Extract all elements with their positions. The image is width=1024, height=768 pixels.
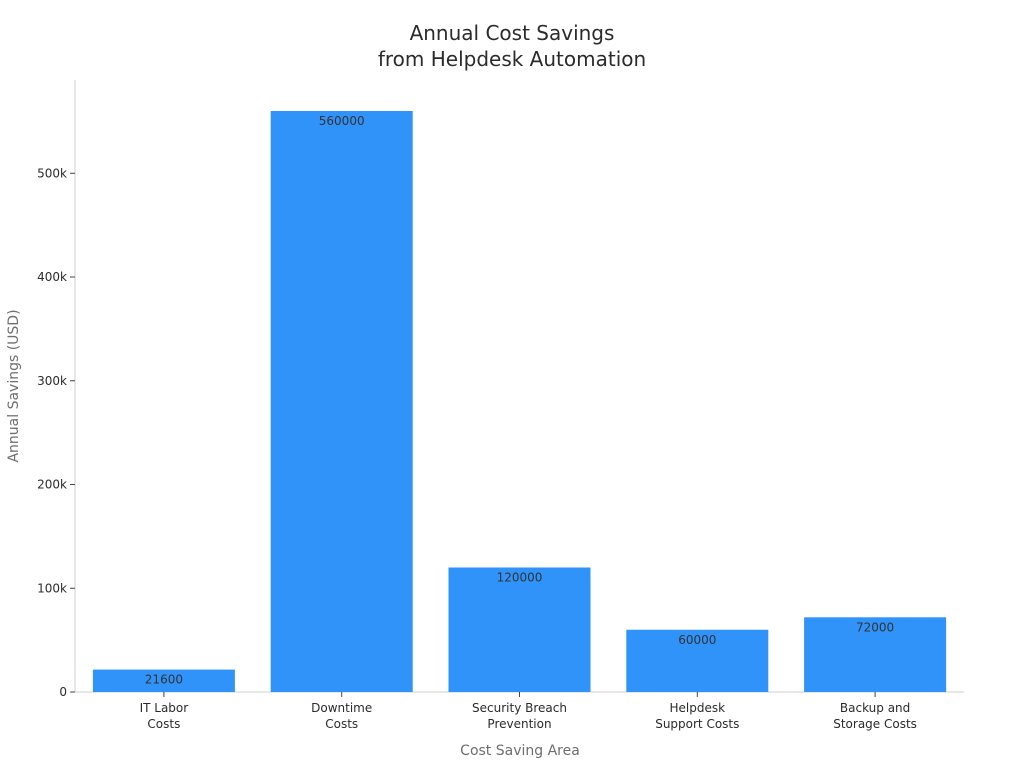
bar bbox=[804, 617, 947, 692]
y-tick-label: 300k bbox=[37, 374, 67, 388]
y-tick-label: 500k bbox=[37, 166, 67, 180]
x-tick-label: Security Breach bbox=[472, 701, 567, 715]
bar-value-label: 72000 bbox=[856, 620, 894, 634]
bar bbox=[626, 629, 769, 692]
bar bbox=[270, 111, 413, 692]
bar-value-label: 60000 bbox=[678, 633, 716, 647]
data-labels: 21600 560000 120000 60000 72000 bbox=[145, 114, 894, 687]
x-tick-label: Storage Costs bbox=[833, 717, 917, 731]
y-axis-title: Annual Savings (USD) bbox=[6, 309, 22, 462]
x-tick-label: IT Labor bbox=[140, 701, 189, 715]
x-tick-label: Backup and bbox=[840, 701, 910, 715]
bar-value-label: 560000 bbox=[319, 114, 365, 128]
x-tick-label: Costs bbox=[147, 717, 180, 731]
chart-title: Annual Cost Savings from Helpdesk Automa… bbox=[378, 21, 646, 71]
x-tick-label: Helpdesk bbox=[670, 701, 726, 715]
x-tick-label: Support Costs bbox=[655, 717, 739, 731]
bar-value-label: 120000 bbox=[497, 571, 543, 585]
y-tick-label: 200k bbox=[37, 478, 67, 492]
y-tick-label: 0 bbox=[59, 685, 67, 699]
y-tick-label: 400k bbox=[37, 270, 67, 284]
x-tick-label: Costs bbox=[325, 717, 358, 731]
chart-title-line-1: Annual Cost Savings bbox=[410, 21, 615, 45]
category-labels: IT Labor Costs Downtime Costs Security Breac… bbox=[140, 692, 917, 731]
bar bbox=[448, 567, 591, 692]
x-tick-label: Prevention bbox=[487, 717, 551, 731]
y-tick-label: 100k bbox=[37, 581, 67, 595]
x-tick-label: Downtime bbox=[311, 701, 372, 715]
y-ticks: 0 100k 200k 300k 400k 500k bbox=[37, 166, 75, 699]
bars bbox=[92, 111, 947, 692]
x-axis-title: Cost Saving Area bbox=[460, 743, 580, 759]
chart-title-line-2: from Helpdesk Automation bbox=[378, 47, 646, 71]
bar bbox=[92, 669, 235, 692]
bar-value-label: 21600 bbox=[145, 673, 183, 687]
